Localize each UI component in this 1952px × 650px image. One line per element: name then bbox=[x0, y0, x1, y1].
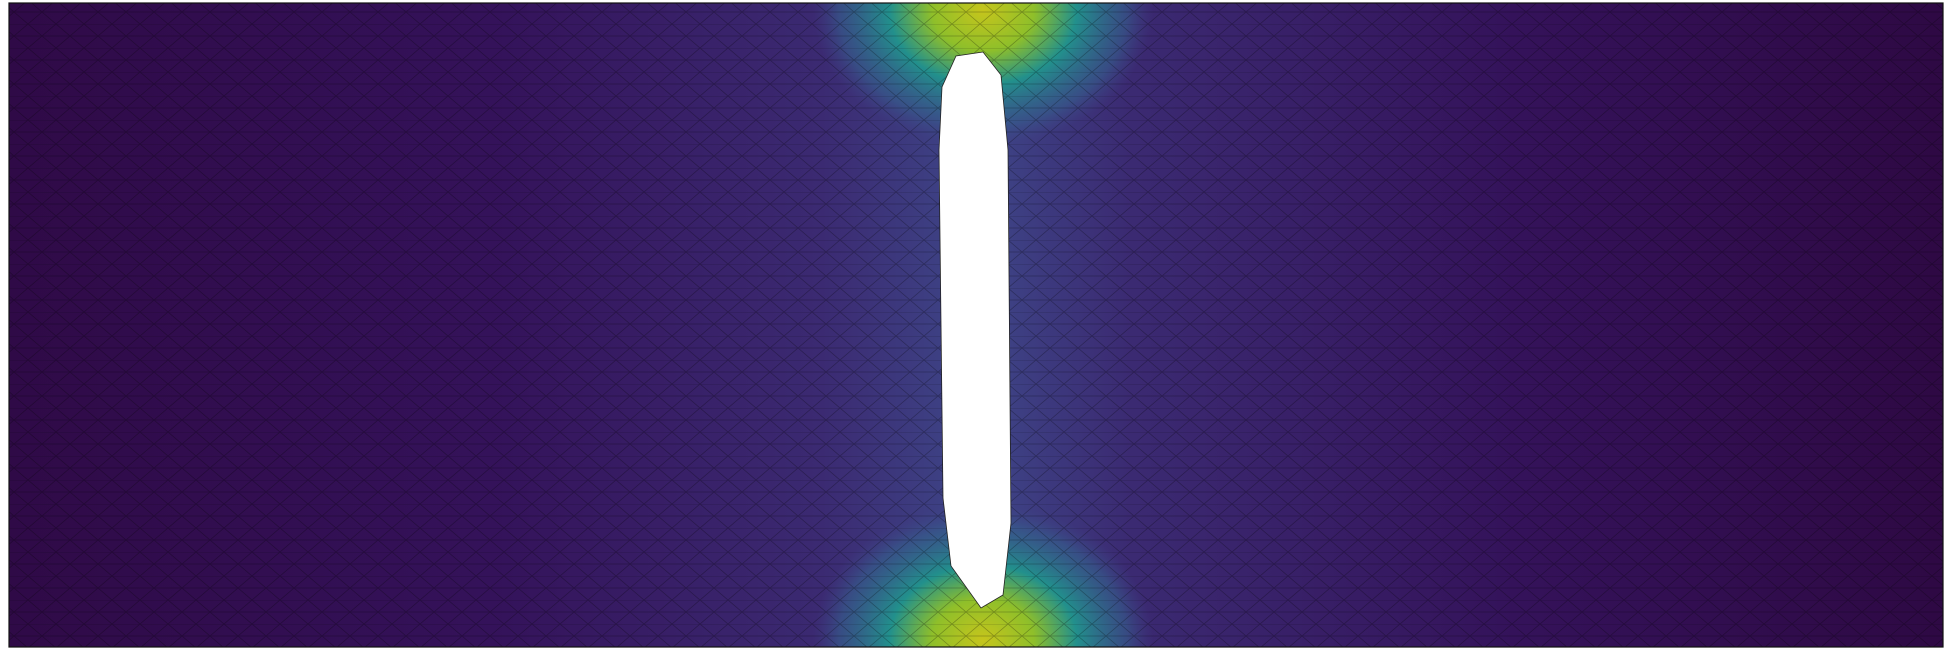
hole bbox=[938, 51, 1012, 609]
domain-border bbox=[8, 2, 1944, 648]
